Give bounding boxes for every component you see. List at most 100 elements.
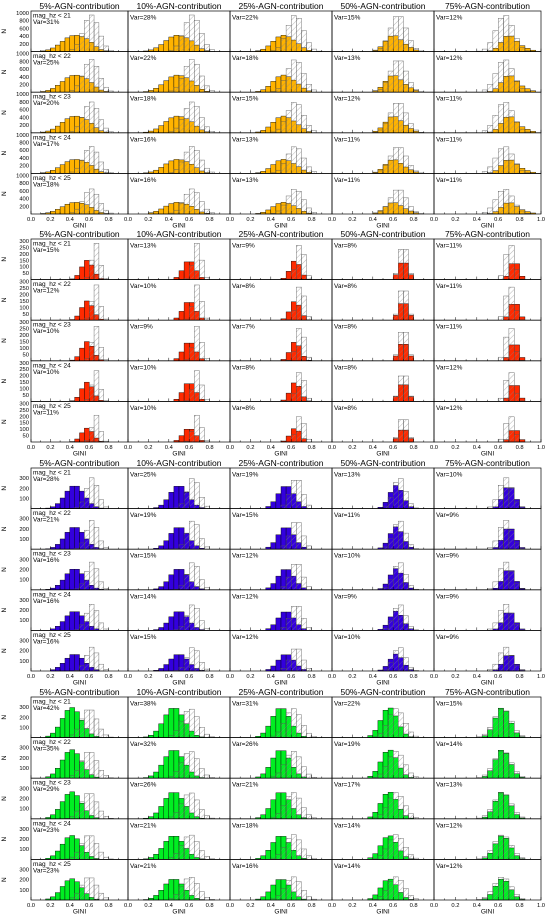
y-tick-label: 250: [19, 327, 29, 333]
histogram-bar: [270, 122, 277, 134]
hatched-bar: [199, 768, 205, 779]
hatched-bar: [296, 480, 302, 509]
hatched-bar: [301, 659, 307, 672]
x-tick-label: 0.6: [287, 217, 295, 223]
x-tick-label: 0.2: [246, 445, 254, 451]
panel: Var=22%: [331, 696, 435, 738]
var-label: Var=12%: [436, 405, 463, 412]
histogram-bar: [270, 41, 277, 52]
y-tick-label: 200: [19, 837, 29, 843]
hatched-bar: [514, 434, 520, 443]
hatched-bar: [74, 85, 80, 93]
hatched-bar: [514, 853, 520, 860]
hatched-bar: [296, 714, 302, 738]
hatched-bar: [301, 494, 307, 509]
hatched-bar: [188, 792, 195, 819]
hatched-bar: [285, 68, 292, 93]
hatched-bar: [514, 121, 520, 134]
hatched-bar: [498, 610, 504, 631]
var-label: Var=21%: [33, 517, 60, 524]
var-label: Var=11%: [334, 136, 360, 143]
histogram-bar: [153, 854, 159, 860]
histogram-bar: [74, 438, 80, 443]
x-tick-label: 0.4: [66, 217, 75, 223]
hatched-bar: [79, 884, 85, 901]
hatched-bar: [93, 884, 100, 901]
y-axis-label: N: [1, 526, 8, 531]
hatched-bar: [285, 712, 292, 738]
x-tick-label: 0.6: [185, 674, 193, 680]
hatched-bar: [98, 499, 104, 509]
panel: Var=12%: [433, 10, 542, 52]
var-label: Var=8%: [232, 405, 255, 412]
hatched-bar: [413, 89, 419, 93]
hatched-bar: [498, 708, 504, 738]
hatched-bar: [84, 877, 90, 901]
var-label: Var=19%: [232, 472, 259, 479]
hatched-bar: [199, 159, 205, 174]
histogram-bar: [260, 89, 266, 93]
hatched-bar: [194, 370, 200, 402]
hatched-bar: [296, 606, 302, 631]
panel: Var=8%: [229, 279, 333, 321]
x-tick-label: 0.8: [308, 445, 316, 451]
hatched-bar: [403, 155, 409, 174]
x-tick-label: 0.0: [226, 445, 234, 451]
hatched-bar: [291, 708, 297, 738]
panel: Var=28%: [127, 10, 231, 52]
histogram-bar: [270, 757, 277, 779]
hatched-bar: [296, 190, 302, 215]
hatched-bar: [387, 881, 394, 901]
var-label: Var=16%: [130, 177, 157, 184]
histogram-bar: [55, 85, 61, 93]
histogram-bar: [69, 485, 75, 509]
var-label: Var=21%: [232, 782, 259, 789]
hatched-bar: [498, 751, 504, 779]
hatched-bar: [69, 775, 75, 779]
y-tick-label: 600: [19, 189, 29, 195]
x-tick-label: 0.2: [348, 217, 356, 223]
x-tick-label: 0.8: [410, 903, 418, 909]
histogram-bar: [270, 884, 277, 901]
hatched-bar: [296, 756, 302, 779]
histogram-bar: [168, 836, 175, 860]
histogram-bar: [59, 886, 66, 901]
y-axis-label: N: [1, 150, 8, 155]
y-axis-label: N: [1, 69, 8, 74]
row-label: mag_hz < 25: [33, 403, 71, 410]
hatched-bar: [98, 306, 104, 321]
hatched-bar: [377, 896, 384, 901]
hatched-bar: [93, 801, 100, 820]
histogram-bar: [260, 814, 266, 819]
hatched-bar: [199, 301, 205, 321]
y-tick-label: 200: [19, 527, 29, 533]
hatched-bar: [498, 485, 504, 509]
histogram-bar: [173, 486, 180, 509]
y-tick-label: 800: [19, 59, 29, 65]
hatched-bar: [377, 89, 384, 93]
hatched-bar: [301, 618, 307, 631]
hatched-bar: [88, 877, 95, 901]
hatched-bar: [393, 313, 399, 321]
histogram-bar: [59, 538, 66, 550]
row-label: mag_hz < 24: [33, 591, 71, 598]
hatched-bar: [301, 766, 307, 779]
hatched-bar: [280, 504, 287, 509]
y-tick-label: 150: [19, 380, 29, 386]
x-tick-label: 0.6: [389, 674, 397, 680]
hatched-bar: [194, 192, 200, 215]
hatched-bar: [194, 524, 200, 550]
histogram-bar: [74, 485, 80, 509]
histogram-bar: [50, 732, 56, 738]
hatched-bar: [84, 835, 90, 860]
hatched-bar: [508, 245, 515, 280]
hatched-bar: [403, 70, 409, 93]
panel: Var=19%: [229, 467, 333, 509]
hatched-bar: [403, 249, 409, 280]
histogram-bar: [285, 311, 292, 321]
panel: Var=9%: [127, 319, 231, 362]
y-tick-label: 300: [19, 868, 29, 874]
hatched-bar: [74, 892, 80, 901]
